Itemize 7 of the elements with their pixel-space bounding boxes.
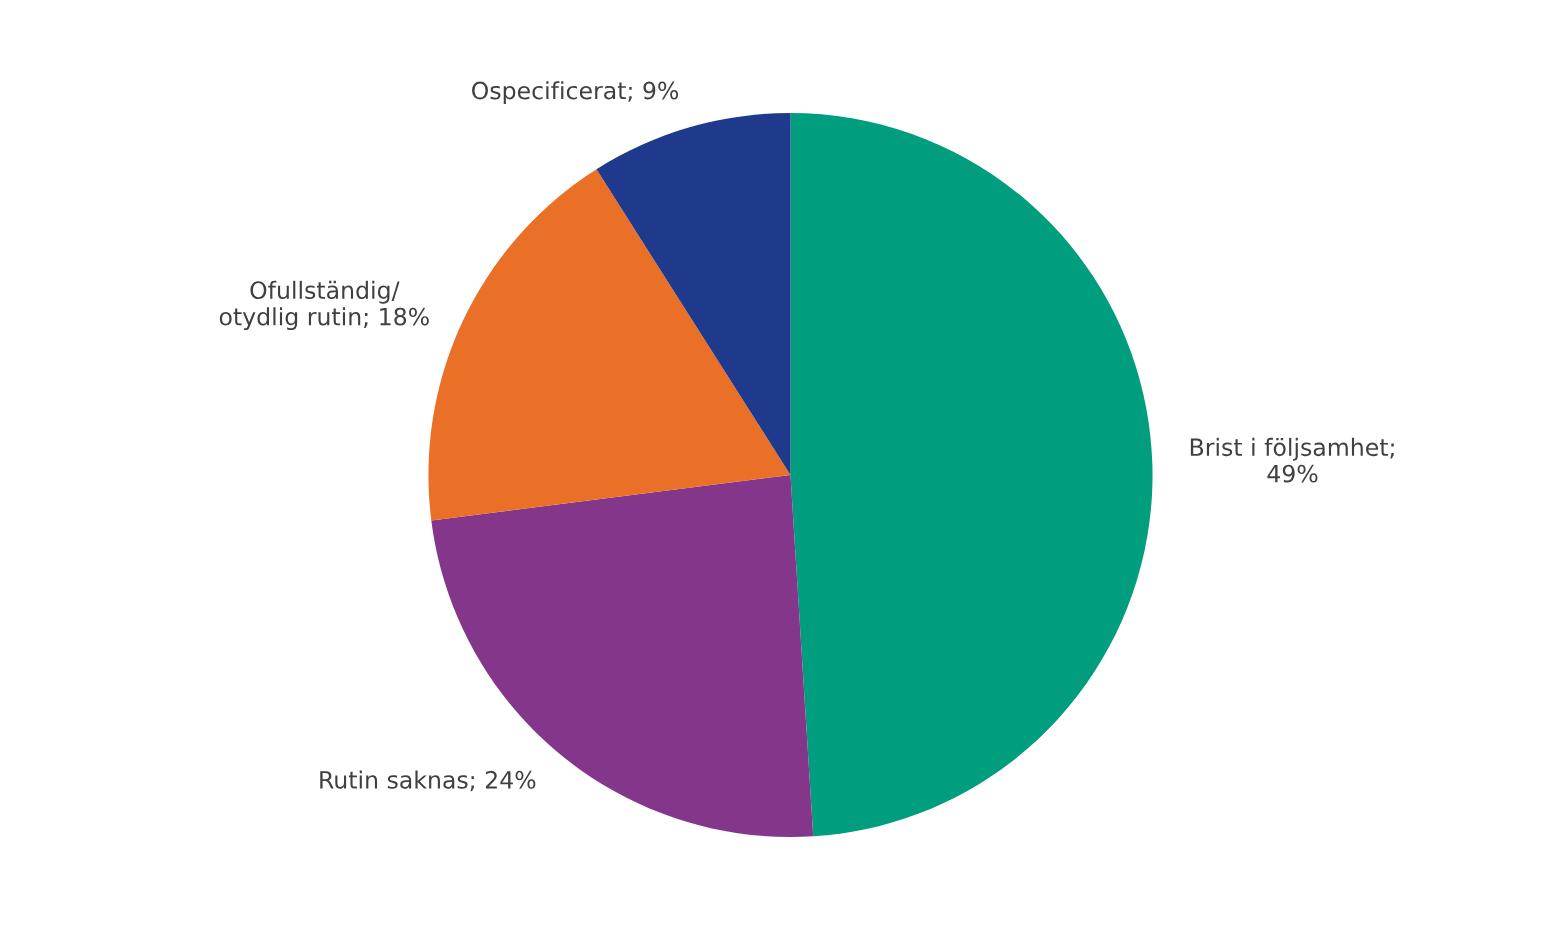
pie-slice [428,169,791,521]
pie-slice [790,112,1153,837]
slice-label: Rutin saknas; 24% [320,770,536,792]
slice-label: Brist i följsamhet; 49% [1190,437,1394,483]
pie-slice [596,112,791,476]
slice-label: Ofullständig/ otydlig rutin; 18% [219,280,429,331]
slice-label: Ospecificerat; 9% [472,81,679,105]
